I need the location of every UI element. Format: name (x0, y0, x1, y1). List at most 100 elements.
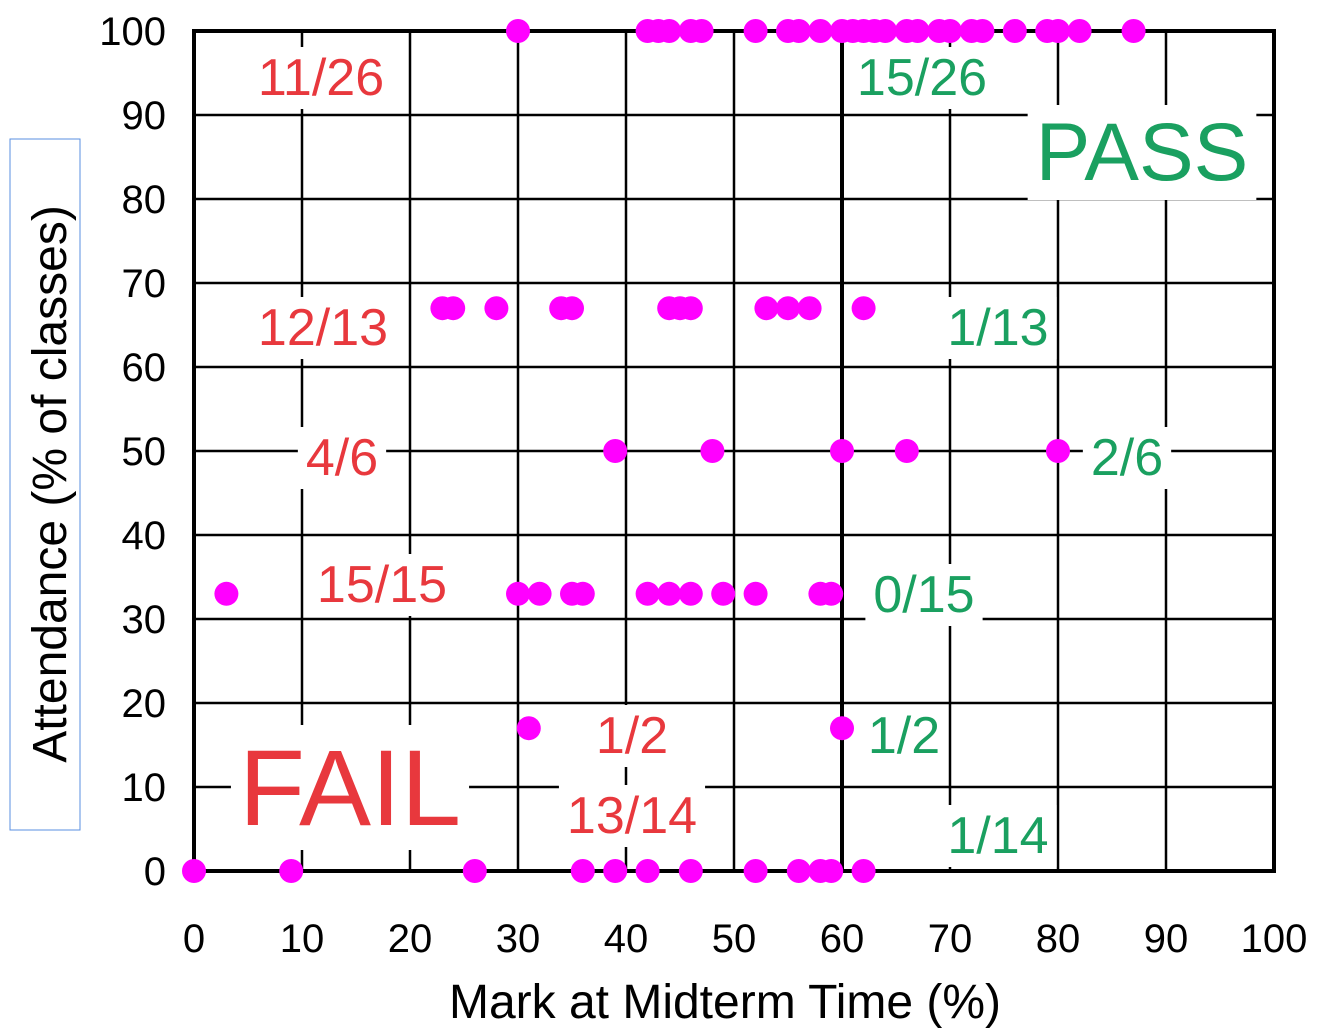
data-point (970, 19, 995, 43)
annotation-bg (848, 47, 996, 109)
data-point (441, 296, 466, 321)
data-point (743, 859, 768, 883)
y-tick-label: 30 (122, 598, 167, 642)
y-tick-label: 80 (122, 178, 167, 222)
annotation-bg (230, 725, 470, 850)
x-tick-label: 70 (928, 917, 973, 961)
data-point (506, 581, 530, 606)
x-tick-label: 100 (1241, 917, 1308, 961)
data-point (819, 859, 844, 883)
data-point (786, 19, 811, 43)
y-tick-label: 100 (99, 10, 166, 54)
x-tick-label: 10 (280, 917, 325, 961)
data-point (873, 19, 898, 43)
data-point (894, 439, 919, 463)
data-point (905, 19, 930, 43)
y-axis-title: Attendance (% of classes) (24, 205, 77, 763)
annotation-bg (865, 564, 983, 626)
y-tick-labels: 0 10 20 30 40 50 60 70 80 90 100 (99, 10, 166, 894)
x-tick-label: 40 (604, 917, 649, 961)
fail-count-17: 1/2 (596, 707, 668, 765)
y-tick-label: 40 (122, 514, 167, 558)
annotation-bg (587, 705, 677, 767)
data-point (786, 859, 811, 883)
pass-count-17: 1/2 (868, 707, 940, 765)
data-point (462, 859, 487, 883)
data-point (776, 296, 800, 321)
x-tick-label: 90 (1144, 917, 1189, 961)
x-tick-label: 60 (820, 917, 865, 961)
x-tick-labels: 0 10 20 30 40 50 60 70 80 90 100 (183, 917, 1308, 961)
data-point (484, 296, 509, 321)
data-point (1002, 19, 1027, 43)
data-point (851, 296, 876, 321)
annotation-bg (558, 785, 706, 847)
annotation-bg (859, 705, 949, 767)
x-tick-label: 80 (1036, 917, 1081, 961)
y-tick-label: 20 (122, 682, 167, 726)
data-point (1121, 19, 1146, 43)
data-point (516, 716, 541, 741)
fail-count-33: 15/15 (317, 556, 447, 614)
data-points (182, 19, 1146, 883)
data-point (657, 19, 682, 43)
data-point (743, 581, 768, 606)
pass-count-50: 2/6 (1091, 429, 1163, 487)
data-point (678, 859, 703, 883)
x-tick-label: 50 (712, 917, 757, 961)
data-point (657, 581, 682, 606)
data-point (689, 19, 714, 43)
y-tick-label: 10 (122, 766, 167, 810)
annotation-bg (249, 297, 397, 359)
x-axis-title: Mark at Midterm Time (%) (449, 976, 1001, 1029)
x-tick-label: 0 (183, 917, 205, 961)
data-point (570, 859, 595, 883)
data-point (1046, 439, 1070, 463)
data-point (570, 581, 595, 606)
data-point (711, 581, 736, 606)
data-point (808, 19, 833, 43)
data-point (214, 581, 239, 606)
annotation-bg (297, 427, 387, 489)
y-axis-title-box (9, 138, 81, 831)
data-point (279, 859, 304, 883)
data-point (1067, 19, 1092, 43)
y-tick-label: 70 (122, 262, 167, 306)
y-tick-label: 50 (122, 430, 167, 474)
data-point (506, 19, 530, 43)
data-point (603, 439, 628, 463)
data-point (819, 581, 844, 606)
x-tick-label: 30 (496, 917, 541, 961)
y-tick-label: 60 (122, 346, 167, 390)
pass-label: PASS (1036, 107, 1249, 198)
data-point (797, 296, 822, 321)
annotation-bg (939, 297, 1057, 359)
data-point (182, 859, 206, 883)
annotation-bg (939, 805, 1057, 867)
pass-count-0: 1/14 (947, 807, 1048, 865)
fail-count-0: 13/14 (567, 787, 697, 845)
annotation-bg (1027, 105, 1257, 200)
data-point (635, 859, 660, 883)
data-point (527, 581, 552, 606)
data-point (678, 296, 703, 321)
y-tick-label: 0 (144, 850, 166, 894)
annotation-bg (249, 47, 393, 109)
data-point (678, 581, 703, 606)
data-point (743, 19, 768, 43)
fail-count-50: 4/6 (306, 429, 378, 487)
pass-count-100: 15/26 (857, 49, 987, 107)
pass-count-67: 1/13 (947, 299, 1048, 357)
x-tick-label: 20 (388, 917, 433, 961)
annotation-backgrounds (230, 47, 1257, 867)
data-point (603, 859, 628, 883)
plot-frame (192, 29, 1276, 873)
data-point (938, 19, 962, 43)
fail-count-100: 11/26 (258, 49, 384, 107)
annotation-bg (308, 554, 456, 616)
annotation-bg (1082, 427, 1172, 489)
data-point (635, 581, 660, 606)
data-point (754, 296, 779, 321)
data-point (851, 859, 876, 883)
